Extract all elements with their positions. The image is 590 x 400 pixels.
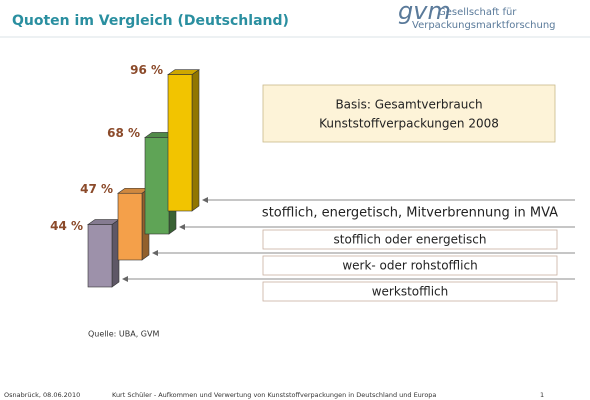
footer-date: Osnabrück, 08.06.2010 — [4, 391, 80, 399]
value-label: 44 % — [50, 219, 83, 233]
arrow-head — [152, 250, 158, 256]
value-label: 47 % — [80, 182, 113, 196]
bar — [144, 137, 170, 235]
category-box — [262, 281, 558, 302]
basis-text: Kunststoffverpackungen 2008 — [319, 117, 499, 131]
slide-title: Quoten im Vergleich (Deutschland) — [12, 13, 289, 29]
bar-side — [191, 69, 200, 212]
source: Quelle: UBA, GVM — [88, 330, 159, 339]
bar — [117, 192, 143, 261]
category-label: stofflich oder energetisch — [334, 233, 487, 247]
category-label: werk- oder rohstofflich — [342, 259, 477, 273]
basis-box — [262, 84, 556, 143]
category-box — [262, 229, 558, 250]
category-box — [262, 255, 558, 276]
logo-line: Gesellschaft für — [438, 7, 517, 18]
value-label: 68 % — [107, 126, 140, 140]
basis-text: Basis: Gesamtverbrauch — [335, 98, 482, 112]
arrow-head — [202, 197, 208, 203]
value-label: 96 % — [130, 63, 163, 77]
category-label: stofflich, energetisch, Mitverbrennung i… — [262, 206, 558, 221]
category-label: werkstofflich — [372, 285, 449, 299]
footer-text: Kurt Schüler - Aufkommen und Verwertung … — [112, 391, 436, 399]
bar — [167, 74, 193, 212]
logo: gvm — [398, 0, 451, 25]
arrow-head — [179, 224, 185, 230]
page-number: 1 — [540, 391, 544, 399]
bar — [87, 224, 113, 288]
arrow-head — [122, 276, 128, 282]
logo-line: Verpackungsmarktforschung — [412, 20, 556, 31]
